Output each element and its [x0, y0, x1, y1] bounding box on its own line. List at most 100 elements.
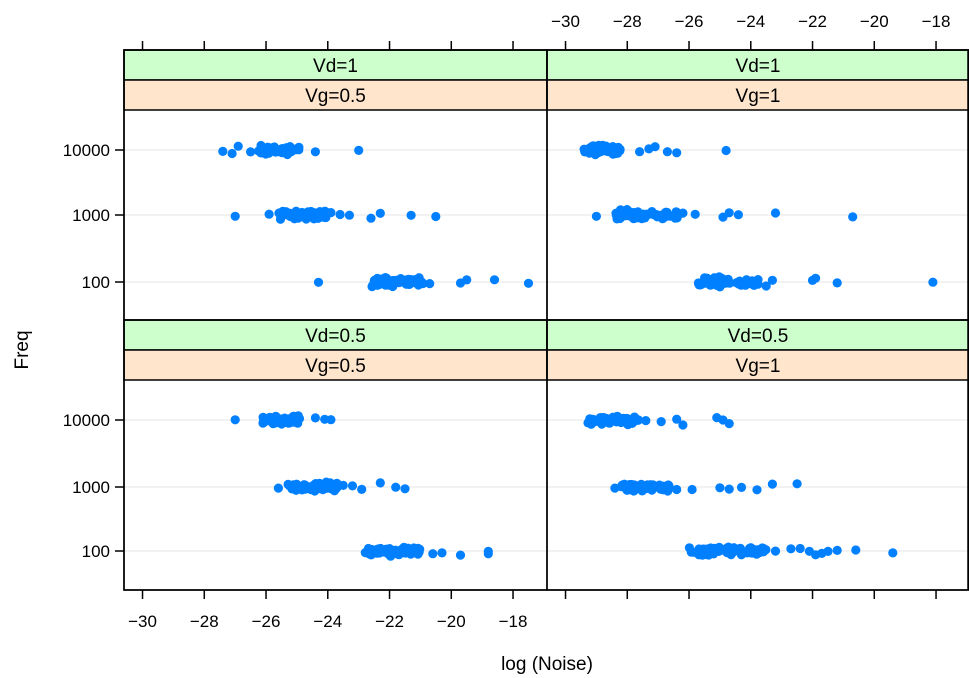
strip-bottom-label: Vg=0.5 — [305, 356, 366, 377]
x-tick-label: −30 — [551, 12, 580, 31]
x-tick-label: −24 — [313, 612, 342, 631]
data-point — [662, 147, 673, 157]
data-point — [811, 273, 821, 283]
data-point — [431, 211, 441, 222]
data-point — [734, 279, 744, 289]
y-tick-label: 1000 — [72, 206, 110, 225]
data-point — [753, 546, 764, 556]
strip-bottom-label: Vg=0.5 — [305, 86, 366, 107]
data-point — [728, 547, 738, 557]
data-point — [736, 482, 747, 492]
data-point — [315, 207, 325, 217]
data-point — [724, 484, 734, 494]
x-tick-label: −24 — [736, 12, 765, 31]
data-point — [369, 275, 379, 285]
data-point — [752, 485, 762, 495]
x-tick-label: −20 — [437, 612, 466, 631]
x-tick-label: −18 — [499, 612, 528, 631]
strip-bottom — [546, 349, 969, 381]
data-point — [591, 211, 602, 221]
data-point — [721, 145, 731, 156]
x-tick-label: −26 — [252, 612, 281, 631]
strip-top-label: Vd=1 — [736, 56, 781, 77]
data-point — [428, 549, 438, 559]
data-point — [612, 411, 622, 421]
data-point — [792, 479, 802, 489]
strip-top — [123, 49, 548, 81]
x-tick-label: −28 — [190, 612, 219, 631]
strips: Vd=1 Vg=0.5 Vd=1 Vg=1 Vd=0.5 Vg=0.5 Vd=0.5 Vg=1 — [123, 49, 969, 381]
x-tick-label: −20 — [860, 12, 889, 31]
data-point — [483, 546, 493, 557]
data-point — [335, 209, 345, 220]
data-point — [230, 211, 240, 221]
data-point — [672, 148, 682, 158]
data-point — [640, 482, 650, 492]
data-point — [405, 279, 415, 289]
data-point — [786, 544, 796, 554]
strip-bottom — [546, 79, 969, 111]
y-tick-label: 10000 — [63, 141, 110, 160]
data-point — [321, 477, 331, 487]
y-tick-label: 100 — [82, 273, 110, 292]
data-point — [665, 211, 675, 221]
data-point — [392, 549, 403, 559]
x-axis-label: log (Noise) — [501, 654, 593, 675]
outer-frame — [123, 49, 969, 591]
x-tick-label: −22 — [375, 612, 404, 631]
data-point — [290, 414, 300, 424]
data-point — [233, 141, 243, 151]
y-tick-label: 1000 — [72, 478, 110, 497]
data-point — [354, 145, 364, 155]
data-point — [678, 420, 688, 430]
data-point — [700, 276, 710, 286]
data-point — [291, 145, 301, 155]
data-point — [588, 414, 598, 424]
data-point — [630, 485, 640, 495]
data-point — [733, 210, 744, 220]
data-point — [347, 481, 358, 491]
data-point — [600, 414, 610, 424]
data-point — [686, 547, 696, 557]
y-axis-label: Freq — [12, 330, 33, 369]
data-points — [218, 140, 938, 561]
data-point — [715, 483, 725, 493]
axes: −30 −30 −28 −28 −26 −26 −24 −24 −22 −22 −20 −20 −18 −… — [63, 12, 951, 631]
data-point — [357, 484, 367, 494]
data-point — [218, 146, 228, 156]
strip-top-label: Vd=0.5 — [728, 326, 789, 347]
panel-frames — [123, 49, 969, 591]
data-point — [718, 545, 729, 555]
data-point — [489, 275, 500, 285]
data-point — [767, 479, 778, 489]
strip-top — [546, 49, 969, 81]
data-point — [391, 482, 401, 492]
data-point — [617, 209, 627, 219]
data-point — [330, 484, 340, 494]
data-point — [690, 209, 700, 219]
strip-bottom — [123, 79, 548, 111]
data-point — [259, 415, 269, 425]
data-point — [314, 478, 324, 488]
data-point — [259, 148, 269, 158]
data-point — [310, 413, 320, 423]
data-point — [273, 483, 283, 493]
data-point — [795, 543, 805, 554]
data-point — [277, 419, 287, 429]
data-point — [770, 208, 781, 218]
data-point — [753, 279, 763, 289]
y-tick-label: 10000 — [63, 411, 110, 430]
data-point — [400, 484, 410, 494]
data-point — [397, 275, 407, 286]
data-point — [888, 548, 898, 558]
data-point — [326, 208, 336, 218]
data-point — [721, 276, 731, 286]
data-point — [344, 210, 354, 220]
data-point — [656, 417, 666, 427]
data-point — [851, 545, 861, 555]
data-point — [631, 208, 641, 218]
data-point — [375, 478, 385, 488]
data-point — [338, 480, 348, 490]
data-point — [650, 142, 660, 152]
strip-bottom-label: Vg=1 — [736, 356, 781, 377]
